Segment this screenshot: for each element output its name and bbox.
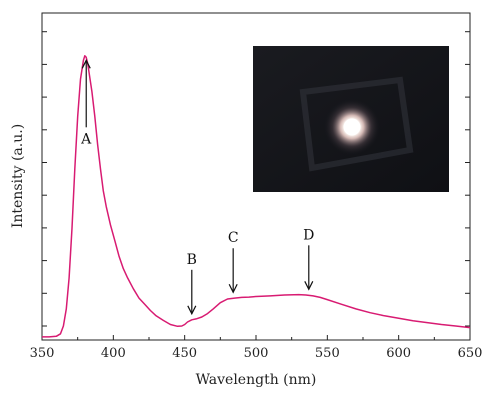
annotation-arrowhead-c (228, 283, 238, 294)
series-line (42, 55, 471, 338)
x-axis-title: Wavelength (nm) (196, 372, 317, 388)
inset-photo (253, 46, 449, 192)
x-tick-label: 600 (386, 346, 411, 361)
x-tick-label: 450 (172, 346, 197, 361)
annotation-label-b: B (187, 252, 197, 268)
x-axis-ticks: 350 400 450 500 550 600 650 (30, 335, 483, 361)
annotation-arrowhead-d (304, 281, 314, 291)
inset-faint-frame (299, 76, 414, 172)
x-tick-label: 550 (315, 346, 340, 361)
peak-annotations: A B C D (80, 58, 314, 316)
y-axis-title: Intensity (a.u.) (10, 124, 26, 228)
x-tick-label: 400 (101, 346, 126, 361)
y-axis-ticks (42, 31, 470, 327)
x-tick-label: 500 (244, 346, 269, 361)
annotation-label-c: C (228, 230, 239, 246)
annotation-label-a: A (80, 131, 92, 147)
annotation-arrowhead-a (81, 58, 91, 69)
annotation-arrowhead-b (187, 305, 197, 316)
annotation-label-d: D (303, 227, 314, 243)
inset-light-spot (343, 118, 361, 136)
x-tick-label: 650 (458, 346, 483, 361)
x-tick-label: 350 (30, 346, 55, 361)
